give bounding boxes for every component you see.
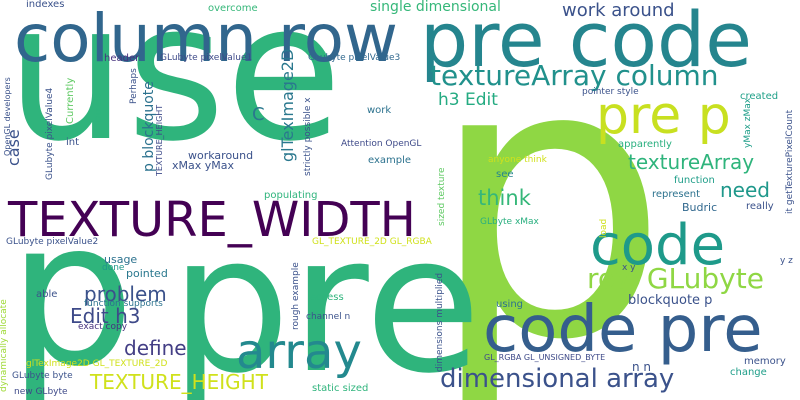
word-texturearray-column: textureArray column <box>430 59 719 92</box>
word-texture-width: TEXTURE_WIDTH <box>8 192 416 248</box>
word-pre-code: pre code <box>420 0 753 84</box>
word-texture-height-small: TEXTURE_HEIGHT <box>155 104 164 176</box>
word-work: work <box>367 105 392 116</box>
word-c: C <box>252 104 265 125</box>
word-static-sized: static sized <box>312 383 369 394</box>
word-pre: pre <box>170 194 482 400</box>
word-opengl-developers: OpenGL developers <box>3 77 12 156</box>
word-created: created <box>740 91 779 102</box>
word-glubyte-pixelvalue2: GLubyte pixelValue2 <box>6 237 99 247</box>
word-dimensional-array: dimensional array <box>440 364 675 394</box>
word-use: use <box>6 0 343 183</box>
word-access: access <box>310 292 344 303</box>
word-overcome: overcome <box>208 3 258 14</box>
word-dimensions-multiplied: dimensions multiplied <box>435 272 445 372</box>
word-gl-rgba-gl-unsigned-byte: GL_RGBA GL_UNSIGNED_BYTE <box>484 353 606 362</box>
word-apparently: apparently <box>618 139 672 150</box>
word-int: int <box>66 137 80 148</box>
word-glubyte-pixelvalue4: GLubyte pixelValue4 <box>45 87 55 180</box>
word-row-glubyte: row GLubyte <box>587 262 764 295</box>
word-ymax-zmax: yMax zMax <box>743 97 753 148</box>
word-perhaps: Perhaps <box>129 68 139 104</box>
word-see: see <box>496 169 514 180</box>
word-memory: memory <box>744 356 786 367</box>
word-glubyte-pixelvalue3: GLubyte pixelValue3 <box>308 53 401 63</box>
word-glteximage2d: glTexImage2D <box>278 48 297 162</box>
word-glubyte-byte: GLubyte byte <box>12 371 73 381</box>
word-header: header <box>104 53 140 64</box>
word-workaround: workaround <box>188 149 254 162</box>
word-using: using <box>496 299 524 310</box>
word-anyone-think: anyone think <box>488 155 547 165</box>
word-column-row: column row <box>14 0 398 77</box>
word-change: change <box>730 367 767 378</box>
word-edit-h3: Edit h3 <box>70 304 141 328</box>
word-strictly-possible-x: strictly possible x <box>303 97 313 176</box>
word-code-pre: code pre <box>483 293 763 367</box>
word-blockquote-p: blockquote p <box>628 293 713 308</box>
word-new-glbyte: new GLbyte <box>14 387 68 397</box>
word-pre-p: pre p <box>596 86 731 146</box>
word-exact-copy: exact copy <box>78 322 128 332</box>
word-example: example <box>368 155 412 166</box>
word-pointer-style: pointer style <box>582 87 639 97</box>
word-done: done <box>102 263 125 273</box>
word-rough-example: rough example <box>291 262 301 330</box>
word-populating: populating <box>264 190 318 201</box>
word-x-y: x y <box>622 263 636 273</box>
word-really: really <box>746 201 774 212</box>
word-dynamically-allocate: dynamically allocate <box>0 299 9 392</box>
word-pixels: pixels <box>93 93 104 122</box>
word-function-supports: function supports <box>84 299 163 309</box>
word-p-blockquote: p blockquote <box>141 81 157 172</box>
word-y-z: y z <box>780 256 793 266</box>
word-p-large: p <box>428 0 670 400</box>
word-budric: Budric <box>682 201 718 214</box>
word-indexes: indexes <box>26 0 65 10</box>
word-load: load <box>599 218 609 238</box>
word-it-gettexturepixelcount: it getTexturePixelCount <box>785 109 795 214</box>
word-texturearray: textureArray <box>628 150 755 174</box>
word-texture-height: TEXTURE_HEIGHT <box>90 370 268 394</box>
word-p: p <box>8 178 135 400</box>
word-think: think <box>478 186 531 210</box>
word-glteximage2d-gl-texture-2d: glTexImage2D GL_TEXTURE_2D <box>26 359 168 369</box>
word-function: function <box>674 175 715 186</box>
word-attention-opengl: Attention OpenGL <box>341 139 422 149</box>
word-array: array <box>236 324 362 380</box>
word-h3-edit: h3 Edit <box>438 90 498 110</box>
word-need: need <box>720 178 770 202</box>
word-n-n: n n <box>632 360 652 374</box>
word-xmax-ymax: xMax yMax <box>172 159 234 172</box>
word-single-dimensional: single dimensional <box>370 0 501 15</box>
word-channel-n: channel n <box>306 312 351 322</box>
word-problem: problem <box>84 282 167 306</box>
word-work-around: work around <box>562 0 675 21</box>
word-sized-texture: sized texture <box>437 167 447 226</box>
word-currently: Currently <box>65 77 76 124</box>
word-represent: represent <box>652 189 701 200</box>
word-define: define <box>124 336 187 360</box>
word-glubyte-pixelvalue1: GLubyte pixelValue1 <box>160 53 253 63</box>
word-usage: usage <box>104 253 138 266</box>
word-gl-texture-2d-gl-rgba: GL_TEXTURE_2D GL_RGBA <box>312 237 432 247</box>
word-pointed: pointed <box>126 267 168 280</box>
word-code: code <box>590 213 726 278</box>
word-able: able <box>36 289 58 300</box>
word-glbyte-xmax: GLbyte xMax <box>480 217 539 227</box>
